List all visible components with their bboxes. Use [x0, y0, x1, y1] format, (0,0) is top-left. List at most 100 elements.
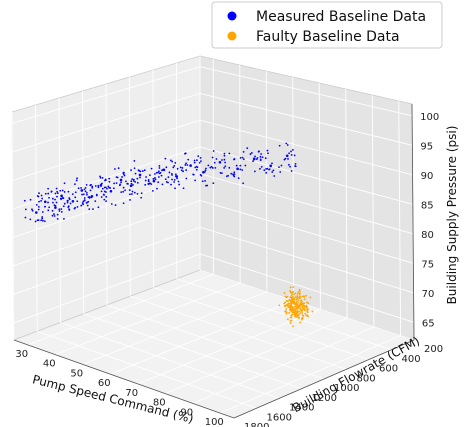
z-tick-label: 70 [422, 289, 435, 300]
scatter-point [179, 166, 182, 169]
scatter-point [263, 169, 266, 172]
scatter-point [291, 297, 293, 300]
scatter-point [83, 188, 86, 191]
scatter-point [156, 187, 158, 190]
scatter-point [60, 198, 63, 201]
scatter-point [291, 312, 294, 314]
scatter-point [75, 179, 78, 182]
scatter-point [286, 318, 289, 321]
scatter-point [105, 191, 107, 193]
scatter-point [303, 295, 306, 298]
scatter-point [278, 304, 281, 307]
scatter-point [206, 184, 209, 187]
scatter-point [97, 206, 100, 209]
scatter-point [193, 161, 196, 164]
scatter-point [118, 184, 121, 187]
scatter-point [289, 320, 292, 322]
x-tick-label: 30 [15, 349, 28, 360]
scatter-point [233, 158, 236, 160]
scatter-point [167, 181, 169, 184]
scatter-point [289, 286, 292, 289]
scatter-point [306, 311, 309, 314]
scatter-point [269, 164, 272, 168]
scatter-point [176, 167, 179, 170]
scatter-point [294, 292, 297, 295]
scatter-point [204, 169, 207, 172]
scatter-point [172, 166, 175, 169]
x-tick-label: 100 [205, 417, 224, 427]
scatter-point [259, 155, 262, 158]
scatter-point [286, 144, 289, 146]
scatter-point [295, 315, 298, 318]
y-tick-label: 1800 [244, 422, 269, 427]
scatter-point [290, 154, 293, 156]
scatter-point [297, 301, 299, 304]
scatter-point [85, 183, 88, 186]
scatter-point [71, 199, 75, 203]
scatter-point [131, 193, 133, 195]
scatter-point [69, 202, 72, 205]
scatter-point [56, 192, 59, 195]
y-tick-label: 600 [379, 364, 398, 375]
scatter-point [112, 187, 115, 190]
scatter-point [43, 220, 46, 223]
scatter-point [89, 189, 92, 192]
scatter-point [144, 179, 147, 182]
scatter-point [250, 151, 253, 154]
scatter-point [47, 209, 50, 212]
scatter-point [101, 187, 104, 190]
z-axis-label: Building Supply Pressure (psi) [445, 126, 459, 305]
scatter-point [97, 186, 100, 189]
scatter-point [158, 165, 161, 167]
x-tick-label: 40 [43, 359, 56, 370]
scatter-point [309, 296, 312, 299]
scatter-point [150, 183, 153, 186]
scatter-point [182, 170, 184, 173]
z-gridline [13, 199, 414, 267]
scatter-point [237, 177, 240, 180]
y-gridline-floor [153, 287, 370, 360]
scatter-point [290, 299, 293, 301]
y-tick-label: 1600 [267, 412, 292, 423]
scatter-point [289, 304, 292, 307]
scatter-point [91, 185, 94, 188]
scatter-point [52, 201, 54, 204]
scatter-point [288, 306, 291, 309]
scatter-point [29, 198, 32, 201]
scatter-point [285, 312, 288, 315]
scatter-point [154, 178, 157, 181]
scatter-point [291, 300, 293, 303]
scatter-point [114, 204, 117, 207]
series-1-points [278, 286, 314, 328]
scatter-point [50, 190, 53, 193]
y-gridline-floor [60, 322, 280, 399]
scatter-point [128, 189, 131, 191]
scatter-point [38, 192, 40, 195]
scatter-point [300, 310, 303, 313]
scatter-point [51, 214, 54, 217]
scatter-point [286, 300, 289, 303]
z-gridline [12, 173, 414, 238]
scatter-point [219, 172, 222, 174]
scatter-point [244, 164, 247, 167]
scatter-point [199, 157, 202, 159]
scatter-point [54, 192, 57, 195]
scatter-point [115, 182, 118, 185]
scatter-point [173, 178, 176, 181]
scatter-point [207, 164, 210, 167]
scatter-point [92, 208, 94, 211]
scatter-point [299, 312, 302, 315]
scatter-point [299, 308, 302, 310]
scatter-point [212, 182, 215, 185]
scatter-point [200, 160, 202, 163]
scatter-point [110, 203, 113, 205]
x-gridline-back [318, 82, 321, 310]
scatter-point [293, 293, 295, 296]
scatter-point [60, 194, 63, 198]
scatter-point [287, 158, 289, 160]
scatter-point [123, 174, 126, 177]
legend-marker-measured [227, 11, 237, 21]
scatter-point [109, 189, 113, 193]
scatter-point [63, 218, 65, 220]
